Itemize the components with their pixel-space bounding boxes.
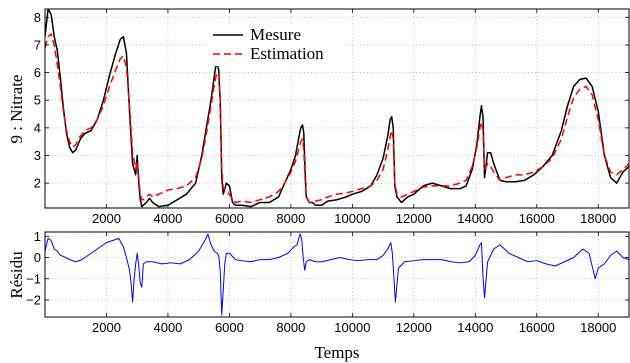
residual-xtick-label: 18000 [580,320,616,335]
nitrate-ytick-label: 2 [34,176,41,191]
nitrate-ytick-label: 8 [34,10,41,25]
nitrate-xtick-label: 6000 [215,211,244,226]
residual-series-residual-line [45,233,629,316]
residual-ticks: 2000 4000 6000 8000 10000 12000 14000 16000 1800… [26,229,629,335]
residual-xtick-label: 2000 [92,320,121,335]
nitrate-xtick-label: 18000 [580,211,616,226]
nitrate-panel: 2000 4000 6000 8000 10000 12000 14000 16000 1800… [7,8,630,226]
residual-xtick-label: 12000 [396,320,432,335]
residual-ytick-label: −2 [26,293,41,308]
nitrate-ylabel: 9 : Nitrate [7,75,26,144]
legend-label-estimation: Estimation [250,44,324,63]
nitrate-plot-frame [44,8,630,209]
nitrate-xtick-label: 14000 [457,211,493,226]
residual-xlabel: Temps [314,343,359,362]
residual-xtick-label: 10000 [334,320,370,335]
residual-series-group [45,233,629,316]
nitrate-xtick-label: 16000 [519,211,555,226]
legend: Mesure Estimation [208,25,346,66]
residual-xtick-label: 8000 [276,320,305,335]
nitrate-xtick-label: 12000 [396,211,432,226]
nitrate-series-mesure-line [45,9,629,208]
nitrate-ytick-label: 5 [34,93,41,108]
nitrate-xtick-label: 8000 [276,211,305,226]
residual-xtick-label: 16000 [519,320,555,335]
nitrate-ytick-label: 4 [34,120,41,135]
nitrate-xtick-label: 10000 [334,211,370,226]
residual-ytick-label: −1 [26,271,41,286]
nitrate-series-estimation-line [45,33,629,204]
nitrate-ytick-label: 7 [34,37,41,52]
residual-panel: 2000 4000 6000 8000 10000 12000 14000 16000 1800… [7,229,630,362]
nitrate-ticks: 2000 4000 6000 8000 10000 12000 14000 16000 1800… [34,9,629,226]
residual-ytick-label: 1 [34,229,41,244]
residual-grid [45,232,629,317]
legend-label-mesure: Mesure [250,25,301,44]
nitrate-series-group [45,9,629,208]
residual-plot-frame [44,231,630,318]
nitrate-ytick-label: 6 [34,65,41,80]
residual-xtick-label: 6000 [215,320,244,335]
nitrate-ytick-label: 3 [34,148,41,163]
residual-ytick-label: 0 [34,250,41,265]
legend-box [208,26,346,66]
residual-ylabel: Résidu [7,251,26,299]
residual-xtick-label: 4000 [153,320,182,335]
residual-xtick-label: 14000 [457,320,493,335]
nitrate-grid [45,9,629,208]
nitrate-xtick-label: 2000 [92,211,121,226]
nitrate-xtick-label: 4000 [153,211,182,226]
